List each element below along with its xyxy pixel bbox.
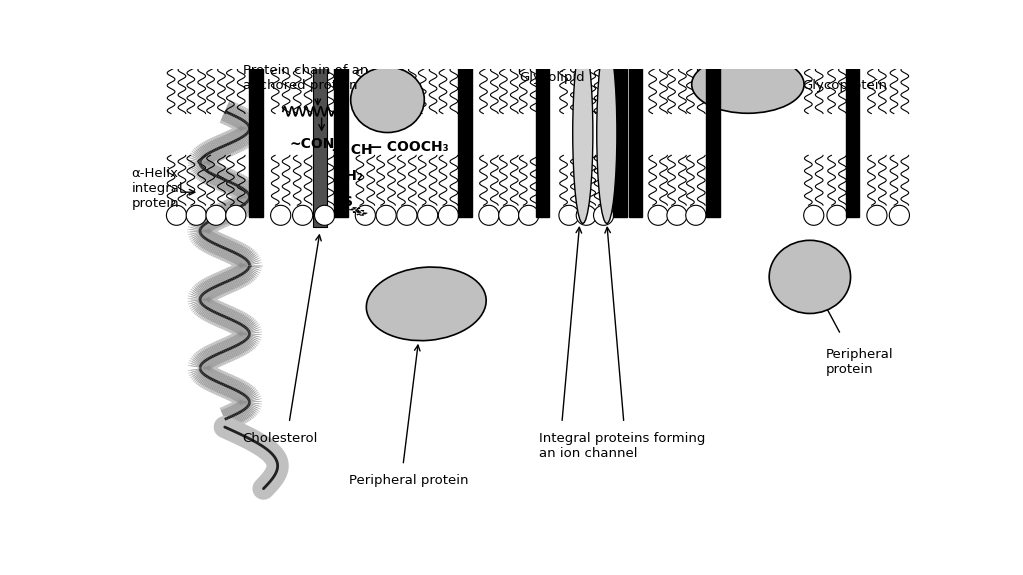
- Text: — COOCH₃: — COOCH₃: [368, 140, 449, 154]
- Text: Peripheral
protein: Peripheral protein: [826, 348, 893, 375]
- Circle shape: [314, 44, 335, 64]
- Bar: [313, 34, 327, 227]
- Circle shape: [397, 205, 417, 225]
- Circle shape: [827, 205, 847, 225]
- Polygon shape: [502, 3, 536, 32]
- Text: Integral proteins forming
an ion channel: Integral proteins forming an ion channel: [539, 432, 705, 461]
- Circle shape: [889, 205, 909, 225]
- Circle shape: [479, 205, 499, 225]
- Circle shape: [206, 205, 226, 225]
- Circle shape: [355, 205, 375, 225]
- Circle shape: [376, 44, 396, 64]
- Ellipse shape: [596, 43, 617, 223]
- Circle shape: [593, 44, 614, 64]
- Circle shape: [438, 44, 458, 64]
- Circle shape: [648, 205, 668, 225]
- Ellipse shape: [692, 56, 804, 113]
- Circle shape: [866, 205, 887, 225]
- Text: Glycolipid: Glycolipid: [520, 71, 585, 85]
- Circle shape: [167, 205, 186, 225]
- Circle shape: [559, 205, 579, 225]
- Circle shape: [438, 205, 458, 225]
- Circle shape: [226, 44, 246, 64]
- Circle shape: [293, 44, 313, 64]
- Circle shape: [685, 44, 706, 64]
- Text: |: |: [339, 158, 344, 172]
- Circle shape: [271, 205, 291, 225]
- Circle shape: [499, 205, 519, 225]
- Text: Peripheral protein: Peripheral protein: [349, 474, 469, 488]
- Circle shape: [293, 205, 313, 225]
- Bar: [613, 48, 627, 217]
- Circle shape: [226, 205, 246, 225]
- Circle shape: [479, 44, 499, 64]
- Bar: [535, 48, 549, 217]
- Ellipse shape: [769, 240, 850, 313]
- Circle shape: [593, 205, 614, 225]
- Circle shape: [889, 44, 909, 64]
- Bar: [458, 48, 472, 217]
- Bar: [706, 48, 720, 217]
- Text: Protein chain of an
anchored protein: Protein chain of an anchored protein: [242, 64, 368, 92]
- Bar: [249, 48, 263, 217]
- Text: |: |: [339, 184, 344, 199]
- Ellipse shape: [366, 267, 486, 340]
- Circle shape: [271, 44, 291, 64]
- Circle shape: [417, 205, 438, 225]
- Circle shape: [186, 205, 207, 225]
- Circle shape: [576, 44, 596, 64]
- Text: α-Helix
integral
protein: α-Helix integral protein: [132, 167, 183, 210]
- Circle shape: [667, 44, 687, 64]
- Circle shape: [186, 44, 207, 64]
- Circle shape: [355, 44, 375, 64]
- Circle shape: [648, 44, 668, 64]
- Text: Glycoprotein: Glycoprotein: [802, 79, 887, 92]
- Circle shape: [866, 44, 887, 64]
- Circle shape: [519, 44, 539, 64]
- Circle shape: [376, 205, 396, 225]
- Circle shape: [685, 205, 706, 225]
- Circle shape: [804, 44, 824, 64]
- Ellipse shape: [573, 43, 593, 223]
- Text: — CH: — CH: [331, 143, 372, 157]
- Bar: [628, 48, 642, 217]
- Circle shape: [314, 205, 335, 225]
- Text: Cholesterol: Cholesterol: [242, 432, 318, 445]
- Bar: [846, 48, 859, 217]
- Text: ~CONH: ~CONH: [290, 137, 346, 151]
- Polygon shape: [730, 12, 765, 41]
- Circle shape: [804, 205, 824, 225]
- Bar: [335, 48, 348, 217]
- Circle shape: [667, 205, 687, 225]
- Text: S: S: [344, 195, 353, 209]
- Circle shape: [827, 44, 847, 64]
- Circle shape: [397, 44, 417, 64]
- Circle shape: [559, 44, 579, 64]
- Circle shape: [519, 205, 539, 225]
- Circle shape: [576, 205, 596, 225]
- Text: CH₂: CH₂: [336, 169, 363, 183]
- Polygon shape: [535, 0, 569, 3]
- Circle shape: [499, 44, 519, 64]
- Polygon shape: [470, 0, 503, 3]
- Circle shape: [417, 44, 438, 64]
- Polygon shape: [763, 0, 798, 9]
- Ellipse shape: [351, 67, 425, 132]
- Polygon shape: [699, 0, 732, 9]
- Polygon shape: [502, 39, 536, 68]
- Circle shape: [206, 44, 226, 64]
- Circle shape: [167, 44, 186, 64]
